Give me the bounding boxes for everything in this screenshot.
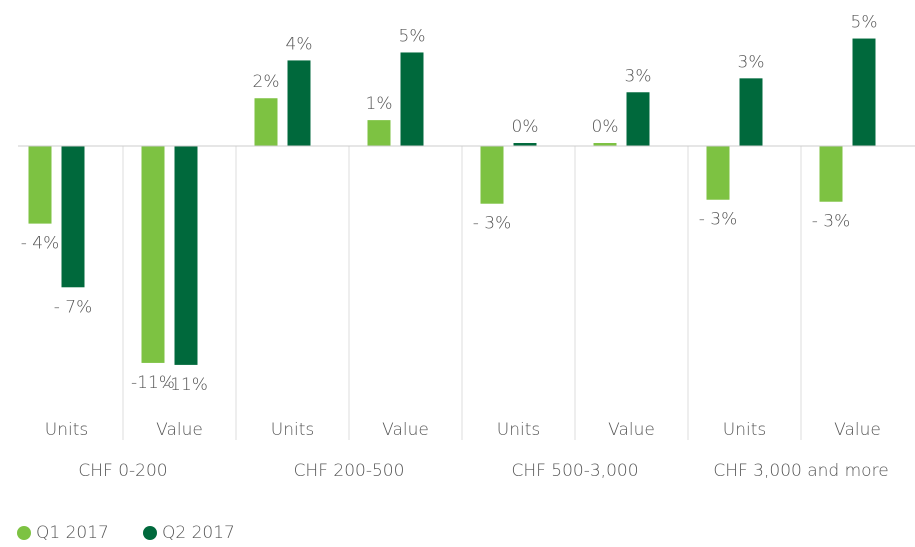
bar: [254, 98, 278, 146]
bar: [174, 146, 198, 365]
bar: [513, 143, 537, 146]
bar: [593, 143, 617, 146]
bar: [480, 146, 504, 204]
data-label: 4%: [286, 34, 313, 54]
data-label: - 4%: [21, 234, 60, 254]
bar: [706, 146, 730, 200]
x-tick-label: Value: [382, 420, 429, 440]
group-label: CHF 3,000 and more: [713, 461, 888, 481]
data-label: - 3%: [812, 212, 851, 232]
bar: [819, 146, 843, 202]
data-label: 0%: [592, 117, 619, 137]
x-tick-label: Units: [497, 420, 540, 440]
bar: [739, 78, 763, 146]
data-label: 1%: [366, 94, 393, 114]
data-label: -11%: [131, 373, 175, 393]
x-tick-label: Value: [608, 420, 655, 440]
bar: [852, 38, 876, 146]
data-label: 3%: [625, 66, 652, 86]
data-label: - 3%: [473, 214, 512, 234]
group-label: CHF 200-500: [294, 461, 405, 481]
legend-label: Q2 2017: [162, 523, 235, 543]
bar: [626, 92, 650, 146]
data-label: 3%: [738, 52, 765, 72]
data-label: -11%: [164, 375, 208, 395]
x-tick-label: Units: [723, 420, 766, 440]
data-label: 5%: [399, 26, 426, 46]
data-label: 5%: [851, 13, 878, 33]
data-label: - 7%: [54, 297, 93, 317]
bar: [367, 120, 391, 146]
x-tick-label: Units: [271, 420, 314, 440]
group-label: CHF 0-200: [78, 461, 167, 481]
legend-marker: [17, 526, 31, 540]
data-label: - 3%: [699, 210, 738, 230]
bar: [400, 52, 424, 146]
x-tick-label: Value: [834, 420, 881, 440]
x-tick-label: Units: [45, 420, 88, 440]
bar: [61, 146, 85, 288]
bar: [287, 60, 311, 146]
legend-marker: [143, 526, 157, 540]
bar: [28, 146, 52, 224]
bar: [141, 146, 165, 363]
group-label: CHF 500-3,000: [511, 461, 638, 481]
legend-label: Q1 2017: [36, 523, 109, 543]
data-label: 0%: [512, 117, 539, 137]
data-label: 2%: [253, 72, 280, 92]
x-tick-label: Value: [156, 420, 203, 440]
